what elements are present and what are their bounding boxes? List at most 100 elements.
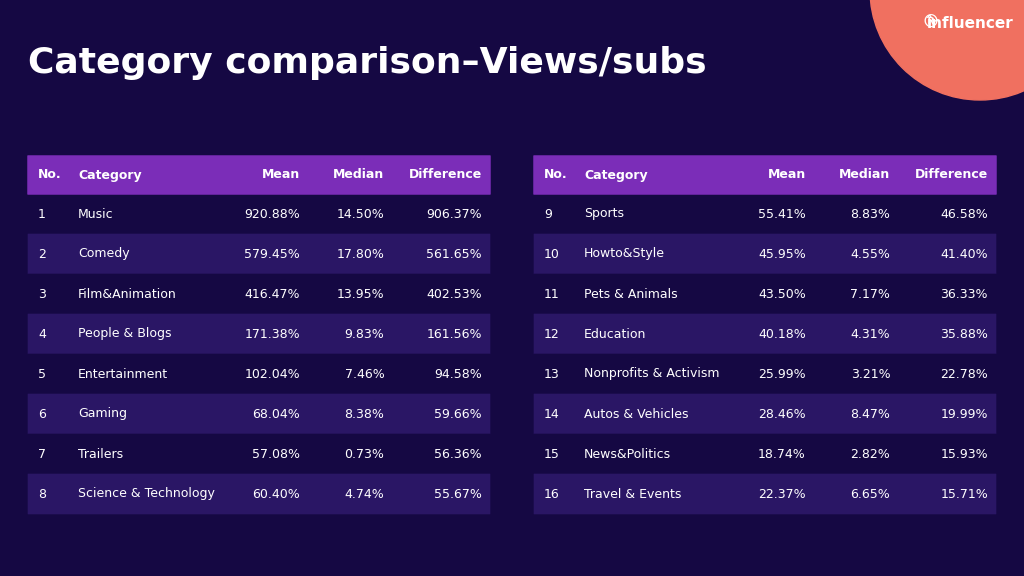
Text: 4: 4: [38, 328, 46, 340]
Text: Median: Median: [333, 169, 384, 181]
FancyBboxPatch shape: [28, 194, 490, 234]
Text: 9.83%: 9.83%: [344, 328, 384, 340]
Text: Comedy: Comedy: [78, 248, 130, 260]
Text: 102.04%: 102.04%: [245, 367, 300, 381]
Circle shape: [870, 0, 1024, 100]
Text: Travel & Events: Travel & Events: [584, 487, 681, 501]
Text: Education: Education: [584, 328, 646, 340]
FancyBboxPatch shape: [28, 354, 490, 395]
Text: 12: 12: [544, 328, 560, 340]
Text: Music: Music: [78, 207, 114, 221]
Text: Film&Animation: Film&Animation: [78, 287, 177, 301]
Text: 46.58%: 46.58%: [940, 207, 988, 221]
Text: No.: No.: [38, 169, 61, 181]
Text: 4.74%: 4.74%: [344, 487, 384, 501]
Text: 4.31%: 4.31%: [851, 328, 890, 340]
Text: 402.53%: 402.53%: [426, 287, 482, 301]
Text: Trailers: Trailers: [78, 448, 123, 460]
Text: 5: 5: [38, 367, 46, 381]
Text: 22.78%: 22.78%: [940, 367, 988, 381]
Text: 2.82%: 2.82%: [851, 448, 890, 460]
Text: 22.37%: 22.37%: [758, 487, 806, 501]
Text: 2: 2: [38, 248, 46, 260]
Text: People & Blogs: People & Blogs: [78, 328, 171, 340]
Text: 6: 6: [38, 407, 46, 420]
Text: 6.65%: 6.65%: [851, 487, 890, 501]
Text: 4.55%: 4.55%: [850, 248, 890, 260]
Text: 1: 1: [38, 207, 46, 221]
FancyBboxPatch shape: [534, 194, 996, 234]
FancyBboxPatch shape: [534, 434, 996, 474]
FancyBboxPatch shape: [534, 354, 996, 395]
Text: 16: 16: [544, 487, 560, 501]
Text: Category comparison–Views/subs: Category comparison–Views/subs: [28, 46, 707, 80]
Text: 161.56%: 161.56%: [427, 328, 482, 340]
Text: 25.99%: 25.99%: [758, 367, 806, 381]
Text: 59.66%: 59.66%: [434, 407, 482, 420]
Text: 11: 11: [544, 287, 560, 301]
FancyBboxPatch shape: [28, 156, 490, 195]
Text: Mean: Mean: [768, 169, 806, 181]
Text: 10: 10: [544, 248, 560, 260]
Text: 94.58%: 94.58%: [434, 367, 482, 381]
Text: 416.47%: 416.47%: [245, 287, 300, 301]
Text: Difference: Difference: [914, 169, 988, 181]
Text: 906.37%: 906.37%: [426, 207, 482, 221]
Text: 40.18%: 40.18%: [758, 328, 806, 340]
FancyBboxPatch shape: [534, 234, 996, 274]
FancyBboxPatch shape: [534, 156, 996, 195]
Text: Autos & Vehicles: Autos & Vehicles: [584, 407, 688, 420]
Text: Category: Category: [584, 169, 647, 181]
Text: Howto&Style: Howto&Style: [584, 248, 665, 260]
Text: 920.88%: 920.88%: [244, 207, 300, 221]
Text: 28.46%: 28.46%: [758, 407, 806, 420]
Text: 561.65%: 561.65%: [426, 248, 482, 260]
Text: Median: Median: [839, 169, 890, 181]
Text: 9: 9: [544, 207, 552, 221]
Text: 7.46%: 7.46%: [344, 367, 384, 381]
Text: News&Politics: News&Politics: [584, 448, 671, 460]
FancyBboxPatch shape: [534, 394, 996, 434]
Text: 579.45%: 579.45%: [244, 248, 300, 260]
Text: 15: 15: [544, 448, 560, 460]
Text: 56.36%: 56.36%: [434, 448, 482, 460]
FancyBboxPatch shape: [28, 394, 490, 434]
Text: Pets & Animals: Pets & Animals: [584, 287, 678, 301]
Text: Entertainment: Entertainment: [78, 367, 168, 381]
FancyBboxPatch shape: [28, 434, 490, 474]
Text: 36.33%: 36.33%: [940, 287, 988, 301]
Text: 45.95%: 45.95%: [758, 248, 806, 260]
Text: 18.74%: 18.74%: [758, 448, 806, 460]
Text: 41.40%: 41.40%: [940, 248, 988, 260]
FancyBboxPatch shape: [28, 314, 490, 354]
Text: 13.95%: 13.95%: [337, 287, 384, 301]
Text: Gaming: Gaming: [78, 407, 127, 420]
Text: 171.38%: 171.38%: [245, 328, 300, 340]
Text: 15.71%: 15.71%: [940, 487, 988, 501]
Text: 3: 3: [38, 287, 46, 301]
Text: Category: Category: [78, 169, 141, 181]
Text: 17.80%: 17.80%: [337, 248, 384, 260]
Text: Sports: Sports: [584, 207, 624, 221]
Text: No.: No.: [544, 169, 567, 181]
Text: Nonprofits & Activism: Nonprofits & Activism: [584, 367, 720, 381]
Text: 55.67%: 55.67%: [434, 487, 482, 501]
FancyBboxPatch shape: [28, 274, 490, 314]
Text: 57.08%: 57.08%: [252, 448, 300, 460]
Text: 19.99%: 19.99%: [940, 407, 988, 420]
Text: Mean: Mean: [261, 169, 300, 181]
Text: 15.93%: 15.93%: [940, 448, 988, 460]
Text: 8: 8: [38, 487, 46, 501]
Text: 14.50%: 14.50%: [337, 207, 384, 221]
FancyBboxPatch shape: [28, 234, 490, 274]
Text: înfluencer: înfluencer: [927, 16, 1014, 31]
Text: 35.88%: 35.88%: [940, 328, 988, 340]
FancyBboxPatch shape: [534, 274, 996, 314]
Text: 3.21%: 3.21%: [851, 367, 890, 381]
Text: 7: 7: [38, 448, 46, 460]
Text: 60.40%: 60.40%: [252, 487, 300, 501]
Text: 43.50%: 43.50%: [758, 287, 806, 301]
FancyBboxPatch shape: [534, 473, 996, 514]
Text: 13: 13: [544, 367, 560, 381]
FancyBboxPatch shape: [28, 473, 490, 514]
